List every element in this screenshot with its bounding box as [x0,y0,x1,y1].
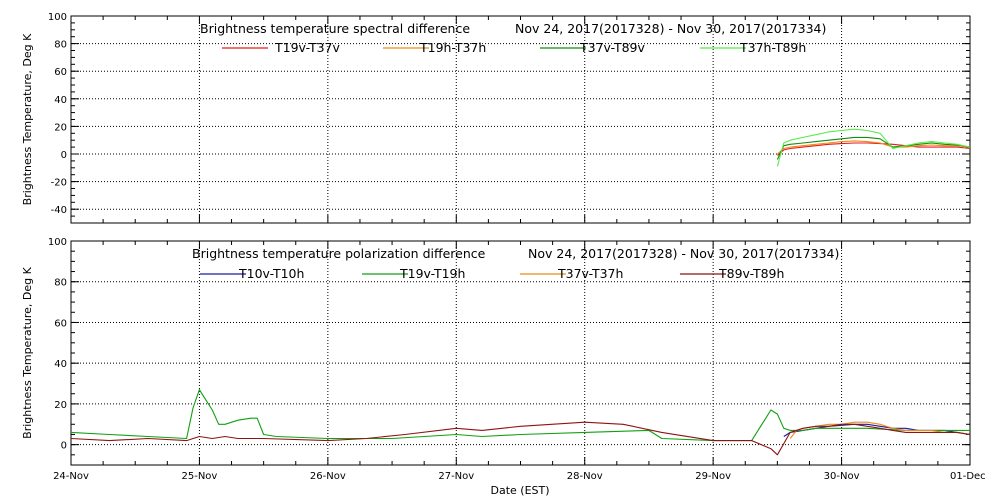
chart-date-range: Nov 24, 2017(2017328) - Nov 30, 2017(201… [528,246,839,261]
legend-label: T37v-T37h [557,266,623,281]
series-line [777,140,971,155]
x-tick-label: 26-Nov [310,471,346,482]
x-tick-label: 24-Nov [53,471,89,482]
legend-label: T19h-T37h [419,40,486,55]
x-tick-label: 27-Nov [438,471,474,482]
y-tick-label: 20 [54,400,67,411]
y-axis-title: Brightness Temperature, Deg K [21,266,34,438]
legend-label: T10v-T10h [238,266,304,281]
y-tick-label: 60 [54,318,67,329]
x-tick-label: 01-Dec [950,471,986,482]
legend-label: T89v-T89h [718,266,784,281]
plot-frame [70,15,971,224]
y-tick-label: -40 [51,205,67,216]
series-line [776,136,971,160]
y-tick-label: 0 [61,441,67,452]
series-line [777,142,971,156]
legend-label: T37h-T89h [739,40,806,55]
x-tick-label: 29-Nov [695,471,731,482]
y-tick-label: 60 [54,67,67,78]
y-tick-label: 40 [54,95,67,106]
y-tick-label: 100 [48,12,67,23]
y-tick-label: 100 [48,237,67,248]
y-tick-label: 20 [54,122,67,133]
polarization-difference-panel: 24-Nov 25-Nov 26-Nov 27-Nov 28-Nov 29-Nov 30-N… [21,237,986,482]
legend-label: T19v-T19h [399,266,465,281]
x-tick-label: 25-Nov [181,471,217,482]
y-tick-label: -20 [51,178,67,189]
x-tick-label: 30-Nov [824,471,860,482]
chart-title: Brightness temperature polarization diff… [192,246,486,261]
series-line [776,128,971,167]
x-axis-title: Date (EST) [490,484,549,497]
legend-label: T37v-T89v [579,40,646,55]
y-tick-label: 0 [61,150,67,161]
series-line [70,421,971,456]
y-tick-label: 40 [54,359,67,370]
chart-date-range: Nov 24, 2017(2017328) - Nov 30, 2017(201… [515,21,826,36]
x-tick-label: 28-Nov [567,471,603,482]
y-axis-title: Brightness Temperature, Deg K [21,33,34,205]
spectral-difference-panel: -40 -20 0 20 40 60 80 100 Brightness Temperature… [21,12,971,224]
y-tick-label: 80 [54,40,67,51]
legend-label: T19v-T37v [274,40,341,55]
y-tick-label: 80 [54,278,67,289]
chart-title: Brightness temperature spectral differen… [200,21,470,36]
series-line [70,389,970,442]
